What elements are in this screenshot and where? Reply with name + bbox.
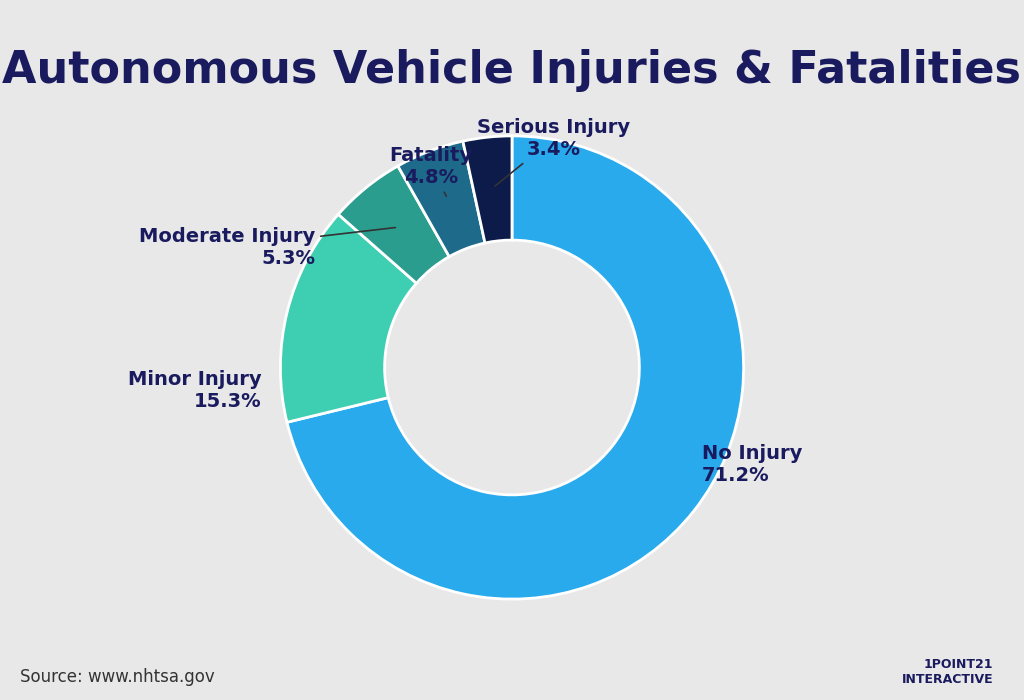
- Wedge shape: [338, 166, 450, 284]
- Wedge shape: [463, 136, 512, 243]
- Text: Autonomous Vehicle Injuries & Fatalities: Autonomous Vehicle Injuries & Fatalities: [2, 49, 1022, 92]
- Text: Serious Injury
3.4%: Serious Injury 3.4%: [477, 118, 630, 186]
- Wedge shape: [287, 136, 743, 599]
- Text: Minor Injury
15.3%: Minor Injury 15.3%: [128, 370, 262, 411]
- Wedge shape: [281, 214, 417, 422]
- Text: Source: www.nhtsa.gov: Source: www.nhtsa.gov: [20, 668, 215, 686]
- Text: Moderate Injury
5.3%: Moderate Injury 5.3%: [139, 227, 395, 267]
- Wedge shape: [398, 141, 485, 257]
- Text: No Injury
71.2%: No Injury 71.2%: [701, 444, 802, 485]
- Text: 1POINT21
INTERACTIVE: 1POINT21 INTERACTIVE: [902, 658, 993, 686]
- Text: Fatality
4.8%: Fatality 4.8%: [389, 146, 472, 196]
